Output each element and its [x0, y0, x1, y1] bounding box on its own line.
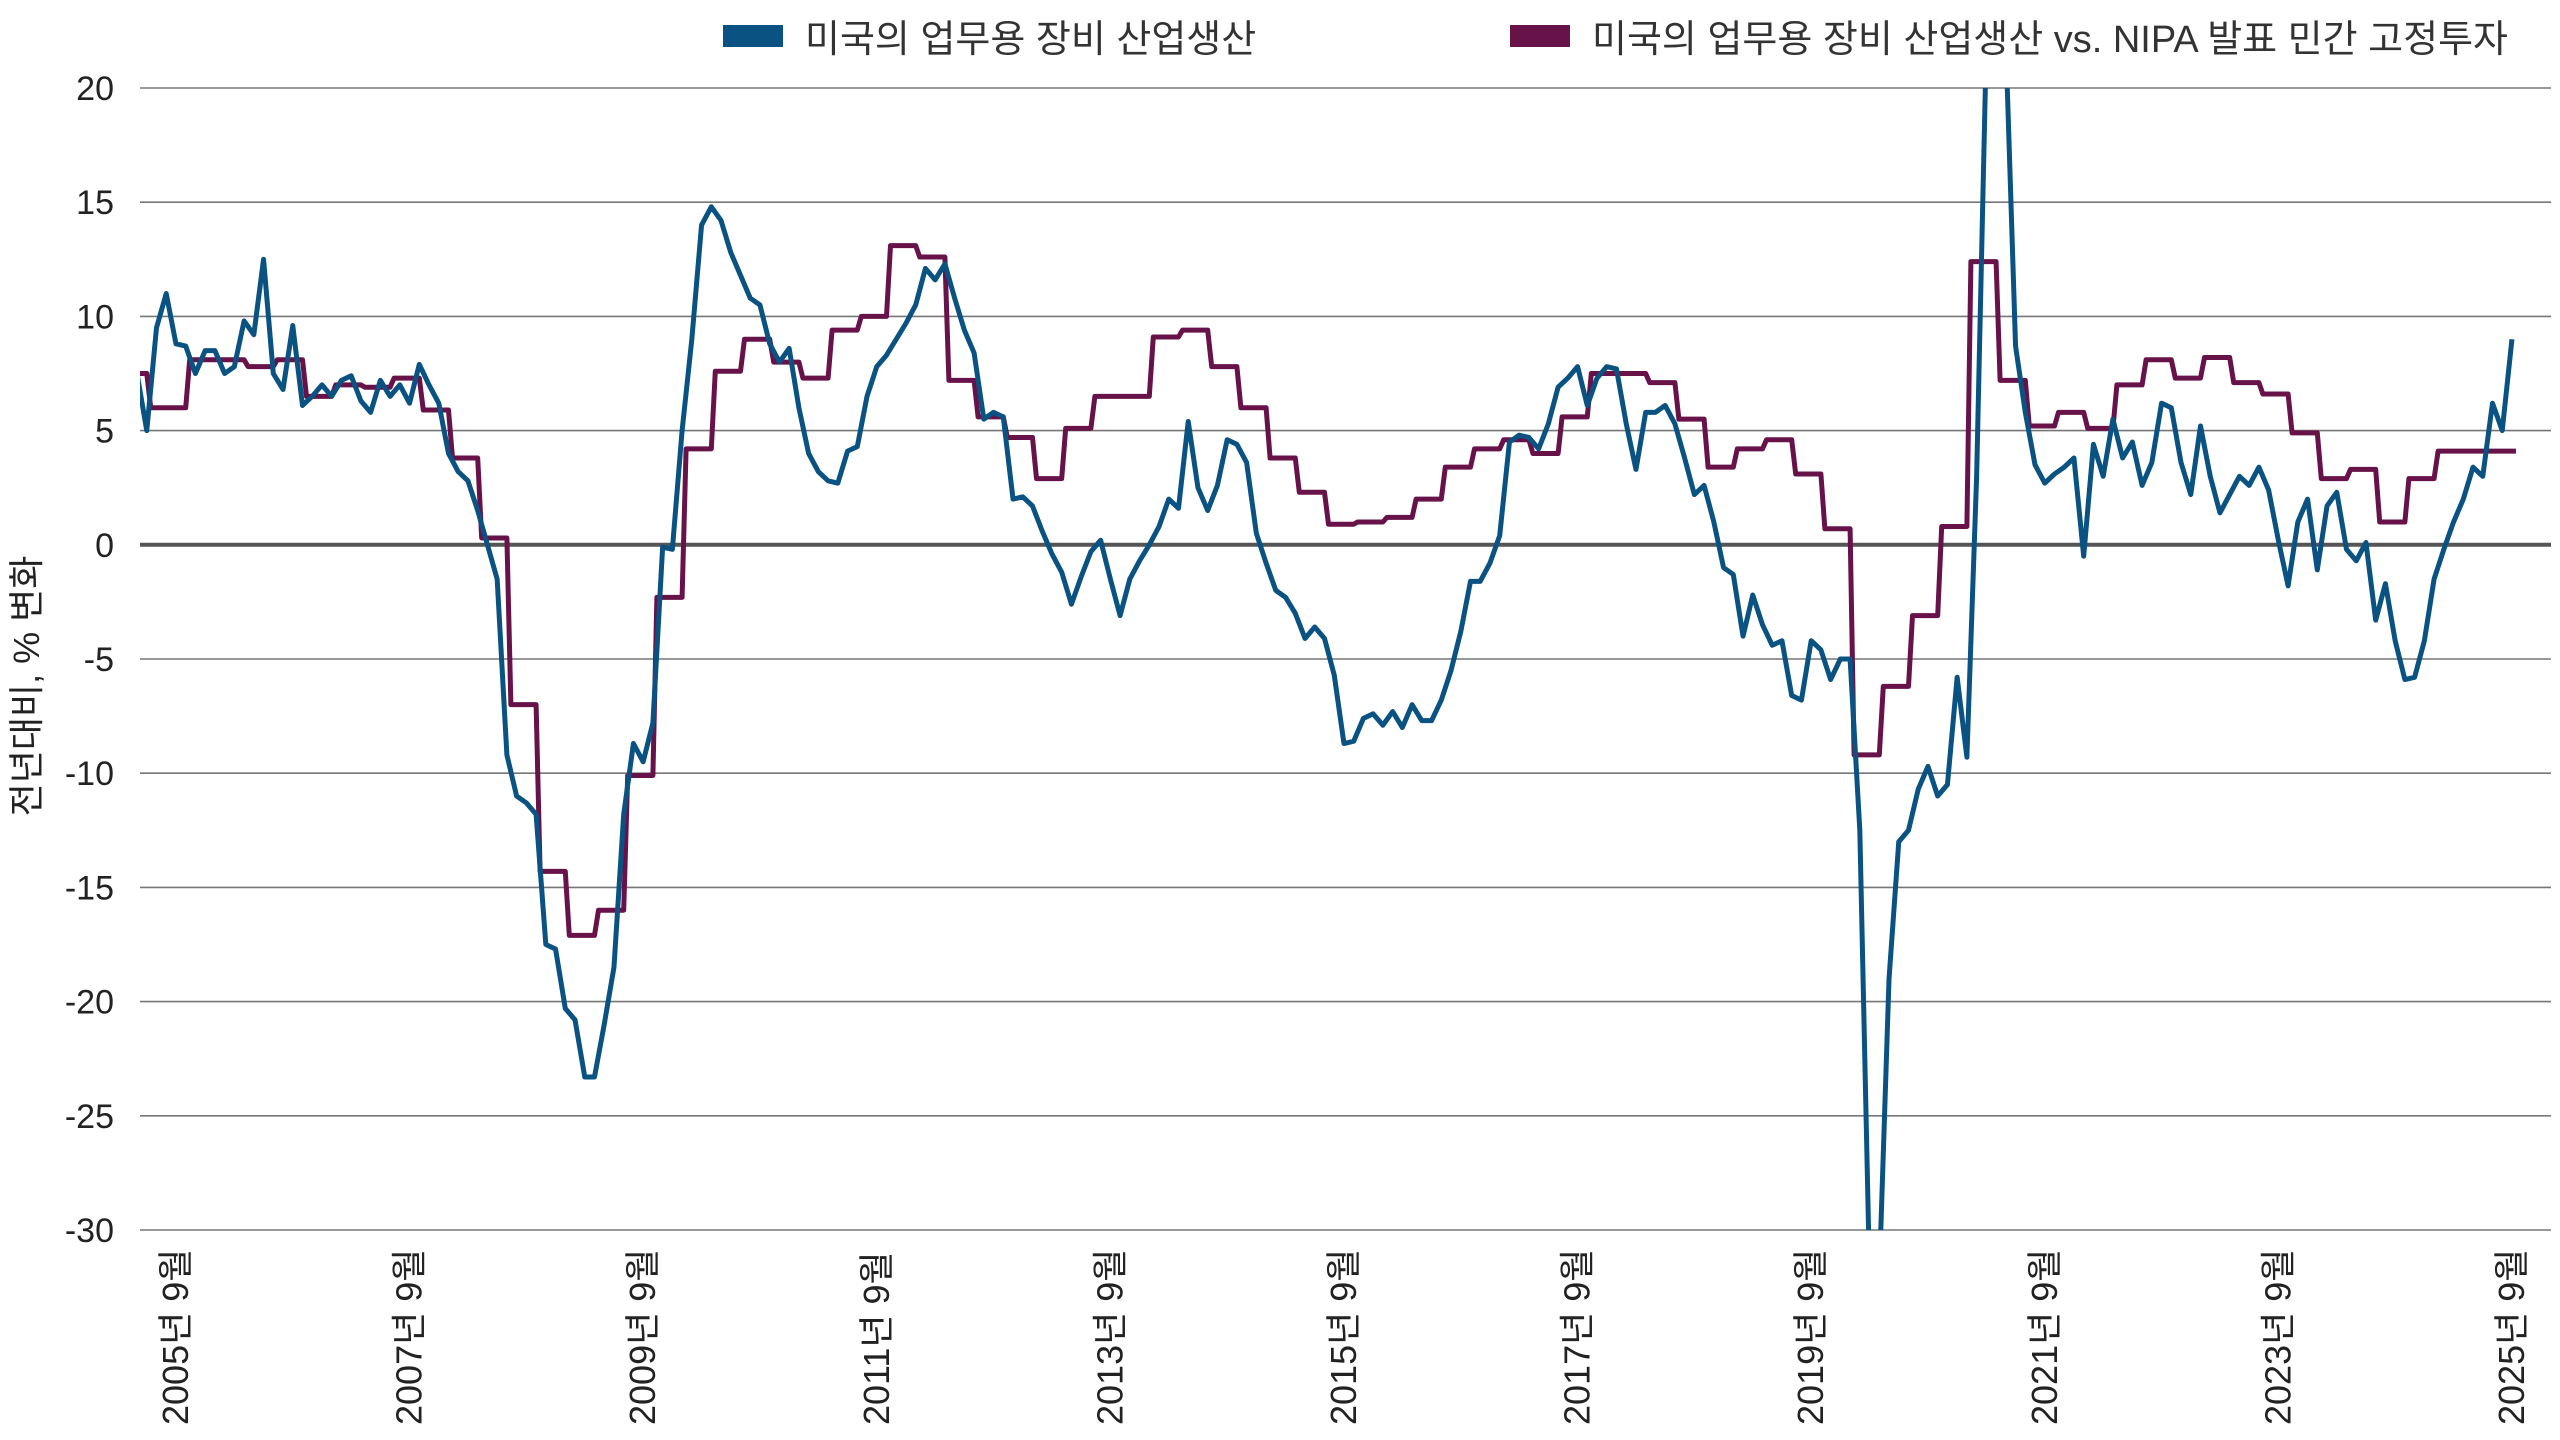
y-tick-label: 10: [76, 298, 114, 336]
series-line-blue: [140, 88, 2515, 1230]
x-tick-labels: 2005년 9월 2007년 9월 2009년 9월 2011년 9월 2013년 9월…: [155, 1249, 2532, 1425]
legend-label-blue: 미국의 업무용 장비 산업생산: [805, 19, 1257, 61]
legend-swatch-blue: [723, 24, 783, 47]
x-tick-label: 2021년 9월: [2024, 1249, 2065, 1425]
y-tick-label: -20: [65, 984, 114, 1022]
legend-label-purple: 미국의 업무용 장비 산업생산 vs. NIPA 발표 민간 고정투자: [1592, 19, 2508, 61]
y-tick-label: 20: [76, 70, 114, 108]
x-tick-label: 2005년 9월: [155, 1249, 196, 1425]
y-tick-label: 5: [95, 413, 114, 451]
y-tick-label: -5: [84, 641, 114, 679]
x-tick-label: 2019년 9월: [1790, 1249, 1831, 1425]
y-tick-labels: 20 15 10 5 0 -5 -10 -15 -20 -25 -30: [65, 70, 114, 1250]
x-tick-label: 2023년 9월: [2257, 1249, 2298, 1425]
x-tick-label: 2025년 9월: [2491, 1249, 2532, 1425]
x-tick-label: 2017년 9월: [1557, 1249, 1598, 1425]
x-tick-label: 2011년 9월: [856, 1251, 897, 1425]
legend-swatch-purple: [1510, 24, 1570, 47]
y-tick-label: -15: [65, 869, 114, 907]
y-tick-label: -30: [65, 1212, 114, 1250]
y-tick-label: 15: [76, 184, 114, 222]
legend-item-purple: 미국의 업무용 장비 산업생산 vs. NIPA 발표 민간 고정투자: [1510, 8, 2508, 63]
x-tick-label: 2007년 9월: [389, 1249, 430, 1425]
y-tick-label: -25: [65, 1098, 114, 1136]
x-tick-label: 2015년 9월: [1323, 1249, 1364, 1425]
series-line-purple: [140, 243, 2516, 938]
y-tick-label: 0: [95, 527, 114, 565]
legend-item-blue: 미국의 업무용 장비 산업생산: [723, 8, 1256, 63]
y-tick-label: -10: [65, 755, 114, 793]
x-tick-label: 2013년 9월: [1089, 1249, 1130, 1425]
series-lines: [140, 88, 2516, 1230]
x-tick-label: 2009년 9월: [622, 1249, 663, 1425]
